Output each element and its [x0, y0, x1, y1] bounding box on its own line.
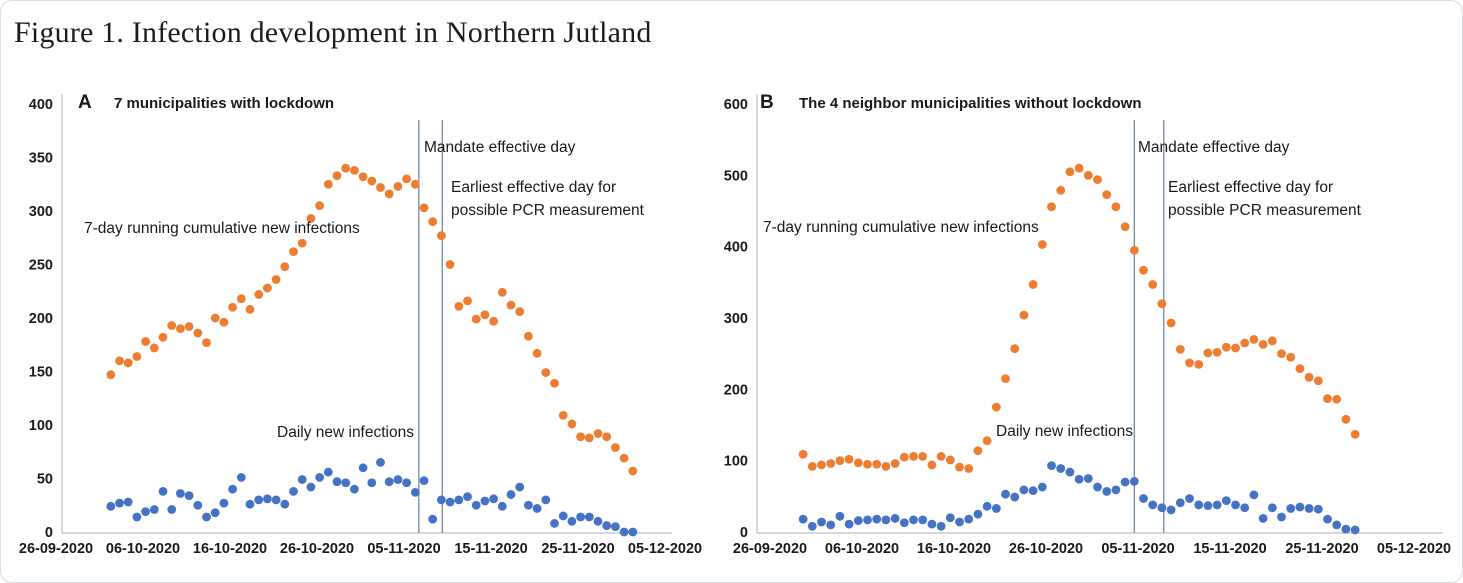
svg-text:16-10-2020: 16-10-2020	[917, 541, 991, 557]
panel-b-title: The 4 neighbor municipalities without lo…	[799, 95, 1142, 112]
svg-text:15-11-2020: 15-11-2020	[1193, 541, 1266, 557]
panel-b-letter: B	[760, 92, 774, 113]
figure-title: Figure 1. Infection development in North…	[14, 16, 652, 49]
panel-a-letter: A	[78, 92, 92, 113]
svg-text:15-11-2020: 15-11-2020	[454, 541, 527, 557]
svg-text:26-09-2020: 26-09-2020	[19, 541, 93, 557]
svg-text:25-11-2020: 25-11-2020	[541, 541, 614, 557]
svg-text:400: 400	[29, 97, 53, 113]
pcr-line-label-b: Earliest effective day for possible PCR …	[1168, 179, 1361, 220]
svg-text:150: 150	[29, 365, 53, 381]
svg-text:100: 100	[724, 454, 748, 470]
cumulative-series-label-a: 7-day running cumulative new infections	[84, 220, 360, 237]
svg-text:300: 300	[724, 311, 748, 327]
svg-text:0: 0	[740, 525, 748, 541]
daily-series-label-b: Daily new infections	[996, 423, 1133, 440]
mandate-line-label-b: Mandate effective day	[1138, 139, 1290, 156]
svg-text:06-10-2020: 06-10-2020	[825, 541, 899, 557]
svg-text:05-11-2020: 05-11-2020	[367, 541, 440, 557]
svg-text:50: 50	[37, 472, 53, 488]
svg-text:06-10-2020: 06-10-2020	[106, 541, 180, 557]
svg-text:16-10-2020: 16-10-2020	[193, 541, 267, 557]
svg-text:25-11-2020: 25-11-2020	[1285, 541, 1358, 557]
svg-text:350: 350	[29, 151, 53, 167]
svg-text:600: 600	[724, 97, 748, 113]
mandate-line-label-a: Mandate effective day	[424, 139, 576, 156]
svg-text:100: 100	[29, 418, 53, 434]
daily-series-label-a: Daily new infections	[277, 424, 414, 441]
svg-text:0: 0	[45, 525, 53, 541]
svg-text:250: 250	[29, 258, 53, 274]
svg-text:26-10-2020: 26-10-2020	[280, 541, 354, 557]
svg-text:26-10-2020: 26-10-2020	[1009, 541, 1083, 557]
svg-text:300: 300	[29, 204, 53, 220]
svg-text:26-09-2020: 26-09-2020	[733, 541, 807, 557]
svg-text:05-12-2020: 05-12-2020	[1377, 541, 1451, 557]
svg-text:400: 400	[724, 240, 748, 256]
svg-text:200: 200	[724, 382, 748, 398]
panel-a-title: 7 municipalities with lockdown	[114, 95, 335, 112]
svg-text:05-11-2020: 05-11-2020	[1101, 541, 1174, 557]
svg-text:200: 200	[29, 311, 53, 327]
svg-text:05-12-2020: 05-12-2020	[628, 541, 702, 557]
cumulative-series-label-b: 7-day running cumulative new infections	[763, 219, 1039, 236]
svg-text:500: 500	[724, 168, 748, 184]
pcr-line-label-a: Earliest effective day for possible PCR …	[451, 179, 644, 220]
